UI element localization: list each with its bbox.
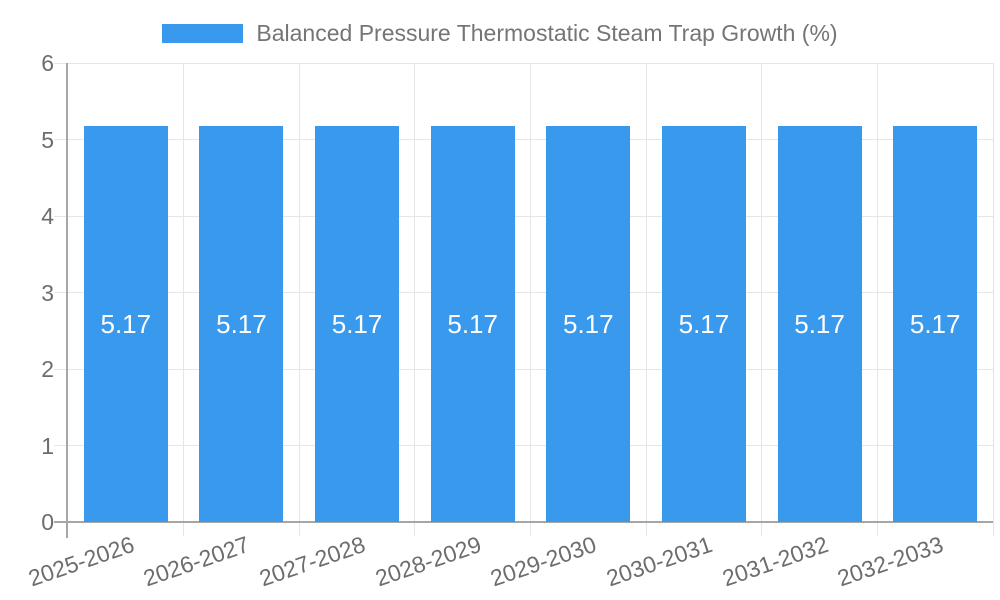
chart-legend-item[interactable]: Balanced Pressure Thermostatic Steam Tra… xyxy=(0,20,1000,47)
x-tick-mark xyxy=(530,522,531,536)
x-tick-mark xyxy=(414,522,416,536)
bar-2031-2032[interactable] xyxy=(777,126,862,522)
gridline-vertical xyxy=(298,63,300,522)
x-tick-mark xyxy=(992,522,994,536)
y-axis-line xyxy=(66,63,68,538)
y-tick-mark xyxy=(54,445,68,446)
gridline-vertical xyxy=(761,63,763,522)
y-tick-label: 2 xyxy=(41,356,54,382)
gridline-vertical xyxy=(992,63,994,522)
x-tick-mark xyxy=(876,522,878,536)
bar-2032-2033[interactable] xyxy=(893,126,978,522)
bar-2025-2026[interactable] xyxy=(83,126,168,522)
x-tick-mark xyxy=(298,522,300,536)
bar-2026-2027[interactable] xyxy=(199,126,284,522)
y-tick-label: 5 xyxy=(41,126,54,153)
gridline-vertical xyxy=(530,63,531,522)
gridline-vertical xyxy=(183,63,185,522)
y-tick-mark xyxy=(54,139,68,140)
bar-2029-2030[interactable] xyxy=(546,126,631,522)
bar-2028-2029[interactable] xyxy=(430,126,515,522)
bar-2027-2028[interactable] xyxy=(315,126,400,522)
y-tick-mark xyxy=(54,368,68,370)
legend-label: Balanced Pressure Thermostatic Steam Tra… xyxy=(256,20,838,46)
y-tick-label: 6 xyxy=(41,50,54,76)
legend-swatch xyxy=(162,24,244,43)
y-tick-label: 3 xyxy=(41,279,54,306)
y-tick-mark xyxy=(54,292,68,293)
y-tick-label: 4 xyxy=(41,203,54,229)
gridline-vertical xyxy=(876,63,878,522)
bar-2030-2031[interactable] xyxy=(661,126,746,522)
x-axis-line xyxy=(54,521,993,523)
gridline-vertical xyxy=(414,63,416,522)
x-tick-mark xyxy=(761,522,763,536)
y-tick-mark xyxy=(54,215,68,217)
y-tick-mark xyxy=(54,62,68,64)
x-tick-mark xyxy=(645,522,647,536)
x-tick-mark xyxy=(183,522,185,536)
y-tick-label: 0 xyxy=(41,509,54,535)
gridline-vertical xyxy=(645,63,647,522)
y-tick-label: 1 xyxy=(41,432,54,459)
